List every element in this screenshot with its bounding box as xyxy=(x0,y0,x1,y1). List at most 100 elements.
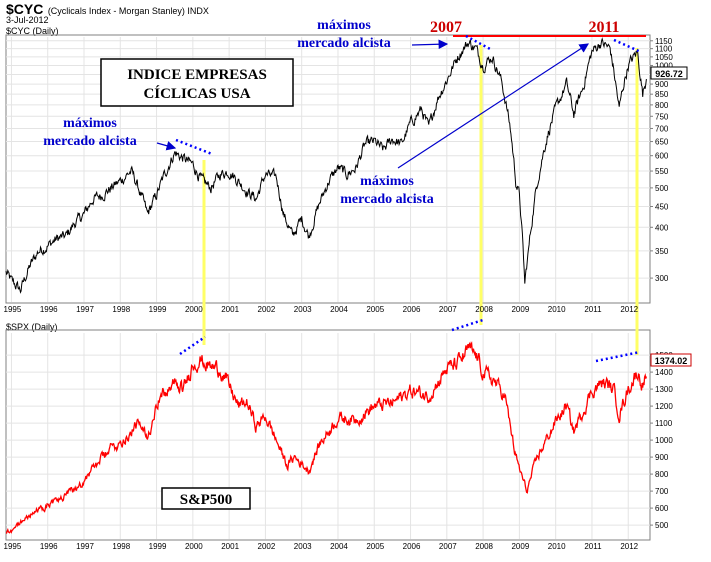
year-2007-label: 2007 xyxy=(430,19,462,36)
cyc-xtick-label-13: 2008 xyxy=(475,305,493,314)
cyc-price-line xyxy=(5,37,647,294)
spx-price-line xyxy=(5,341,648,534)
maximos-2011-line1: máximos xyxy=(360,174,414,189)
dotted-cyc-2011 xyxy=(613,38,642,54)
spx-xtick-label-8: 2003 xyxy=(294,542,312,551)
spx-series xyxy=(5,341,648,534)
cyc-xtick-label-14: 2009 xyxy=(511,305,529,314)
spx-last-value: 1374.02 xyxy=(650,353,692,367)
spx-ytick-label-3: 800 xyxy=(655,470,669,479)
spx-xtick-label-7: 2002 xyxy=(258,542,276,551)
spx-ytick-label-0: 500 xyxy=(655,521,669,530)
cyc-last-value-text: 926.72 xyxy=(655,69,683,79)
dotted-cyc-1999 xyxy=(175,138,213,156)
cyc-xtick-label-0: 1995 xyxy=(4,305,22,314)
dotted-trendlines xyxy=(175,34,642,363)
arrow-to-2007-peak xyxy=(411,39,449,50)
cyc-ytick-label-10: 800 xyxy=(655,101,669,110)
cyc-ytick-label-3: 450 xyxy=(655,202,669,211)
cyc-xtick-label-10: 2005 xyxy=(366,305,384,314)
spx-ytick-label-4: 900 xyxy=(655,453,669,462)
cyc-ytick-label-12: 900 xyxy=(655,80,669,89)
chart-header-title: $CYC (Cyclicals Index - Morgan Stanley) … xyxy=(6,1,209,19)
dotted-spx-2007 xyxy=(451,318,484,332)
spx-xtick-label-0: 1995 xyxy=(4,542,22,551)
year-2011-label: 2011 xyxy=(588,19,619,36)
cyc-ytick-label-17: 1150 xyxy=(655,37,673,46)
dotted-spx-2011 xyxy=(595,350,641,363)
cyc-xtick-label-15: 2010 xyxy=(548,305,566,314)
cyc-xtick-label-6: 2001 xyxy=(221,305,239,314)
spx-x-axis: 1995 1996 1997 1998 1999 2000 2001 2002 2003 2004… xyxy=(4,542,639,551)
cyc-ytick-label-6: 600 xyxy=(655,152,669,161)
spx-ytick-label-8: 1300 xyxy=(655,385,673,394)
spx-xtick-label-2: 1997 xyxy=(76,542,94,551)
spx-panel-label: $SPX (Daily) xyxy=(6,322,58,332)
maximos-2007-line1: máximos xyxy=(317,18,371,33)
cyc-xtick-label-1: 1996 xyxy=(40,305,58,314)
cyc-ytick-label-4: 500 xyxy=(655,184,669,193)
dotted-spx-1999 xyxy=(179,335,206,356)
cyc-xtick-label-12: 2007 xyxy=(439,305,457,314)
cyc-xtick-label-17: 2012 xyxy=(620,305,638,314)
cyc-xtick-label-16: 2011 xyxy=(584,305,602,314)
yellow-verticals xyxy=(202,45,639,355)
spx-ytick-label-5: 1000 xyxy=(655,436,673,445)
cyc-ytick-label-5: 550 xyxy=(655,167,669,176)
spx-last-value-text: 1374.02 xyxy=(655,356,688,366)
title-box-line2: CÍCLICAS USA xyxy=(143,85,250,102)
cyc-y-axis: 3003504004505005506006507007508008509009… xyxy=(650,37,673,283)
cyc-xtick-label-11: 2006 xyxy=(403,305,421,314)
spx-xtick-label-5: 2000 xyxy=(185,542,203,551)
spx-ytick-label-7: 1200 xyxy=(655,402,673,411)
maximos-1999-line2: mercado alcista xyxy=(43,134,136,149)
spx-panel-frame xyxy=(5,329,651,541)
spx-ytick-label-9: 1400 xyxy=(655,368,673,377)
cyc-ytick-label-16: 1100 xyxy=(655,45,673,54)
spx-xtick-label-16: 2011 xyxy=(584,542,602,551)
cyc-xtick-label-3: 1998 xyxy=(112,305,130,314)
maximos-2011-line2: mercado alcista xyxy=(340,192,433,207)
dotted-cyc-2007 xyxy=(465,34,493,52)
spx-xtick-label-6: 2001 xyxy=(221,542,239,551)
spx-xtick-label-9: 2004 xyxy=(330,542,348,551)
cyc-ytick-label-7: 650 xyxy=(655,138,669,147)
cyc-last-value: 926.72 xyxy=(650,66,688,80)
ticker-symbol: $CYC xyxy=(6,1,44,17)
spx-xtick-label-3: 1998 xyxy=(112,542,130,551)
cyc-ytick-label-11: 850 xyxy=(655,90,669,99)
cyc-ytick-label-0: 300 xyxy=(655,274,669,283)
index-name: (Cyclicals Index - Morgan Stanley) INDX xyxy=(47,6,209,16)
cyc-ytick-label-2: 400 xyxy=(655,223,669,232)
spx-xtick-label-17: 2012 xyxy=(620,542,638,551)
spx-xtick-label-10: 2005 xyxy=(366,542,384,551)
cyc-xtick-label-4: 1999 xyxy=(149,305,167,314)
spx-xtick-label-4: 1999 xyxy=(149,542,167,551)
title-box-line1: INDICE EMPRESAS xyxy=(127,67,267,83)
cyc-xtick-label-2: 1997 xyxy=(76,305,94,314)
cyc-ytick-label-15: 1050 xyxy=(655,53,673,62)
cyc-xtick-label-7: 2002 xyxy=(258,305,276,314)
maximos-2007-line2: mercado alcista xyxy=(297,36,390,51)
cyc-panel-frame xyxy=(5,34,651,304)
spx-y-axis: 500600700800900100011001200130014001500 xyxy=(650,351,673,530)
arrow-to-1999-peak xyxy=(156,141,177,151)
title-box: INDICE EMPRESAS CÍCLICAS USA xyxy=(100,58,294,107)
cyc-x-axis: 1995 1996 1997 1998 1999 2000 2001 2002 2003 2004… xyxy=(4,305,639,314)
spx-xtick-label-12: 2007 xyxy=(439,542,457,551)
chart-date: 3-Jul-2012 xyxy=(6,15,49,25)
maximos-1999-line1: máximos xyxy=(63,116,117,131)
cyc-series xyxy=(5,37,647,294)
cyc-ytick-label-9: 750 xyxy=(655,112,669,121)
cyc-ytick-label-8: 700 xyxy=(655,124,669,133)
sp500-box: S&P500 xyxy=(161,487,251,510)
spx-ytick-label-6: 1100 xyxy=(655,419,673,428)
sp500-box-label: S&P500 xyxy=(180,492,233,508)
cyc-ytick-label-14: 1000 xyxy=(655,61,673,70)
spx-xtick-label-1: 1996 xyxy=(40,542,58,551)
cyc-xtick-label-5: 2000 xyxy=(185,305,203,314)
spx-xtick-label-14: 2009 xyxy=(511,542,529,551)
spx-xtick-label-13: 2008 xyxy=(475,542,493,551)
cyc-xtick-label-8: 2003 xyxy=(294,305,312,314)
cyc-xtick-label-9: 2004 xyxy=(330,305,348,314)
